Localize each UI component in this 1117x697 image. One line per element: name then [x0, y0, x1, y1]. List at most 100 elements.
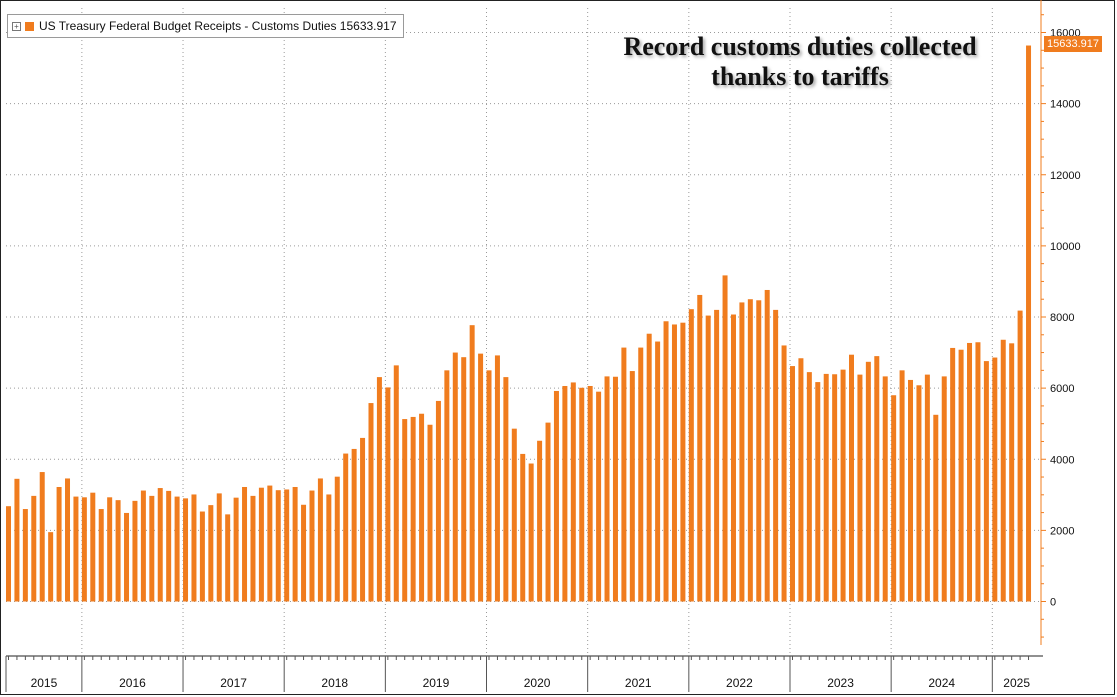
legend-value: 15633.917 — [339, 19, 397, 33]
bar — [1000, 339, 1006, 602]
bar — [553, 390, 559, 602]
y-tick-label: 0 — [1050, 597, 1056, 609]
bar — [958, 349, 964, 602]
legend-label: US Treasury Federal Budget Receipts - Cu… — [39, 19, 337, 33]
y-tick-label: 10000 — [1050, 241, 1081, 253]
bar — [284, 489, 290, 602]
bar — [992, 357, 998, 602]
bar — [461, 357, 467, 602]
last-value-tag: 15633.917 — [1044, 36, 1102, 52]
x-axis: 2015 2016 2017 2018 2019 2020 2021 2022 2023 2024… — [5, 655, 1043, 692]
bar — [486, 370, 492, 602]
bar — [823, 373, 829, 602]
chart-annotation: Record customs duties collected thanks t… — [570, 32, 1030, 92]
bar — [587, 385, 593, 602]
bar — [1017, 310, 1023, 602]
bar — [520, 453, 526, 602]
x-year-label: 2018 — [321, 676, 348, 690]
legend-swatch — [25, 21, 34, 31]
x-year-label: 2019 — [423, 676, 450, 690]
bar — [773, 309, 779, 602]
bar — [680, 322, 686, 602]
bar — [326, 494, 332, 602]
bar — [183, 498, 189, 602]
bar — [840, 369, 846, 602]
bar — [663, 321, 669, 602]
bar — [891, 395, 897, 602]
bar — [48, 532, 54, 602]
bar — [916, 385, 922, 602]
bar-series — [6, 45, 1032, 602]
bar — [98, 509, 104, 602]
bar — [73, 496, 79, 602]
bar — [621, 347, 627, 602]
bar — [343, 453, 349, 602]
bar — [646, 333, 652, 602]
bar — [107, 497, 113, 602]
y-tick-label: 2000 — [1050, 525, 1074, 537]
x-year-label: 2022 — [726, 676, 753, 690]
bar — [908, 379, 914, 602]
bar — [435, 400, 441, 602]
bar — [899, 370, 905, 602]
bar — [140, 490, 146, 602]
y-tick-label: 4000 — [1050, 454, 1074, 466]
bar — [705, 315, 711, 602]
bar — [149, 495, 155, 602]
bar — [697, 294, 703, 602]
bar — [6, 506, 11, 602]
bar — [596, 391, 602, 602]
bar — [857, 374, 863, 602]
x-year-label: 2023 — [827, 676, 854, 690]
bar — [199, 511, 205, 602]
bar — [671, 324, 677, 602]
y-tick-label: 12000 — [1050, 170, 1081, 182]
bar — [393, 365, 399, 602]
bar — [267, 485, 273, 602]
bar — [81, 497, 87, 602]
y-tick-label: 6000 — [1050, 383, 1074, 395]
bar — [402, 419, 408, 602]
bar — [975, 342, 981, 602]
bar — [494, 355, 500, 602]
bar — [216, 493, 222, 602]
annotation-line-1: Record customs duties collected — [623, 32, 977, 61]
plus-box-icon[interactable]: + — [12, 21, 21, 31]
bar — [478, 353, 484, 602]
bar — [208, 505, 214, 602]
bar — [410, 416, 416, 602]
bar — [714, 309, 720, 602]
bar — [781, 345, 787, 602]
bar — [31, 495, 37, 602]
x-year-label: 2024 — [928, 676, 955, 690]
bar — [56, 486, 62, 602]
annotation-line-2: thanks to tariffs — [711, 62, 889, 91]
bar — [124, 512, 130, 602]
bar — [376, 377, 382, 602]
bar — [250, 495, 256, 602]
bar — [924, 374, 930, 602]
x-year-label: 2016 — [119, 676, 146, 690]
bar — [579, 387, 585, 602]
bar — [806, 372, 812, 602]
bar — [655, 341, 661, 602]
bar — [941, 376, 947, 602]
bar — [419, 413, 425, 602]
x-year-label: 2017 — [220, 676, 247, 690]
bar — [730, 314, 736, 602]
bar — [444, 370, 450, 602]
bar — [22, 509, 28, 602]
bar — [882, 376, 888, 602]
bar — [174, 496, 180, 602]
bar — [612, 376, 618, 602]
series-legend[interactable]: + US Treasury Federal Budget Receipts - … — [7, 14, 404, 38]
bar — [351, 448, 357, 602]
bar — [292, 486, 298, 602]
bar — [242, 486, 248, 602]
bar — [688, 309, 694, 602]
bar — [865, 361, 871, 602]
bar — [301, 504, 307, 602]
